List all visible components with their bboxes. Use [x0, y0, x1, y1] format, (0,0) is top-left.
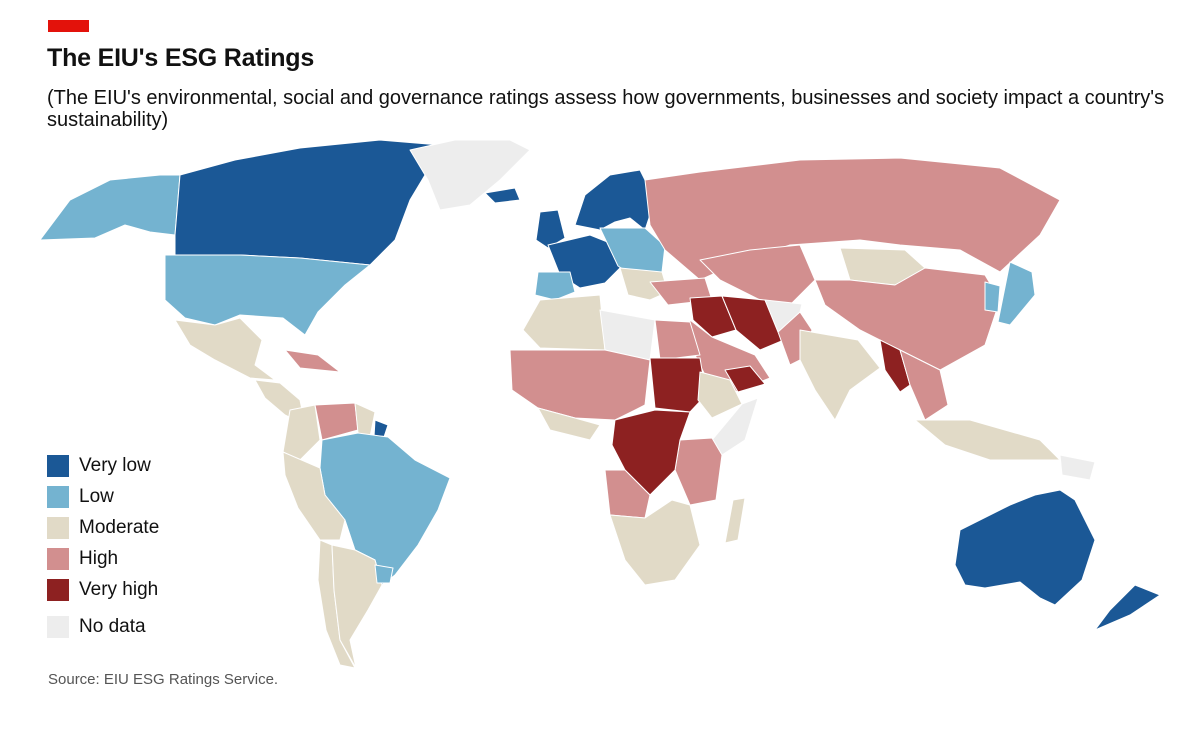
region-australia — [954, 489, 1096, 606]
legend-swatch-no-data — [47, 616, 69, 638]
region-egypt — [654, 319, 701, 361]
region-southeast-asia-islands — [914, 419, 1061, 461]
world-map — [39, 139, 1161, 669]
legend-swatch-high — [47, 548, 69, 570]
legend-swatch-very-low — [47, 455, 69, 477]
legend-label-high: High — [79, 548, 119, 569]
region-north-africa — [522, 294, 606, 351]
region-kazakhstan-central-asia — [699, 244, 816, 306]
region-india — [799, 329, 881, 421]
region-balkans — [619, 267, 669, 301]
region-caribbean — [284, 349, 341, 373]
legend-label-no-data: No data — [79, 616, 146, 637]
legend-label-moderate: Moderate — [79, 517, 160, 538]
region-gulf-of-guinea — [537, 407, 601, 441]
region-peru-bolivia — [282, 451, 346, 541]
legend-swatch-low — [47, 486, 69, 508]
chart-subtitle: (The EIU's environmental, social and gov… — [47, 87, 1165, 131]
region-papua — [1059, 454, 1096, 481]
region-guianas — [354, 402, 376, 438]
region-somalia — [711, 397, 759, 456]
region-iceland — [484, 187, 521, 204]
brand-bar — [48, 20, 89, 32]
region-canada — [174, 139, 441, 266]
region-madagascar — [724, 497, 746, 544]
region-angola — [604, 469, 651, 519]
region-korea — [984, 281, 1001, 313]
region-argentina — [331, 544, 383, 669]
legend-swatch-moderate — [47, 517, 69, 539]
legend-label-very-high: Very high — [79, 579, 159, 600]
region-japan — [997, 261, 1036, 326]
region-new-zealand — [1094, 584, 1161, 631]
region-drc — [611, 409, 691, 496]
region-scandinavia — [574, 169, 656, 231]
legend-label-very-low: Very low — [79, 455, 151, 476]
region-iberia — [534, 271, 576, 301]
region-mexico — [174, 317, 276, 381]
source-note: Source: EIU ESG Ratings Service. — [48, 671, 279, 688]
legend-label-low: Low — [79, 486, 114, 507]
region-horn — [697, 371, 743, 419]
legend-swatch-very-high — [47, 579, 69, 601]
region-indochina — [899, 349, 949, 421]
region-iraq-syria — [689, 295, 737, 338]
chart-title: The EIU's ESG Ratings — [47, 44, 315, 72]
region-china — [814, 267, 1001, 371]
region-southern-africa — [609, 499, 701, 586]
region-yemen — [724, 365, 766, 393]
region-myanmar — [879, 339, 911, 393]
region-greenland — [409, 139, 531, 211]
region-alaska — [39, 174, 181, 241]
region-west-africa — [509, 349, 651, 421]
region-usa — [164, 254, 371, 336]
region-east-africa — [674, 437, 723, 506]
region-uruguay — [374, 564, 394, 584]
region-colombia — [282, 404, 321, 461]
region-russia — [644, 157, 1061, 281]
region-sudan — [649, 357, 707, 413]
